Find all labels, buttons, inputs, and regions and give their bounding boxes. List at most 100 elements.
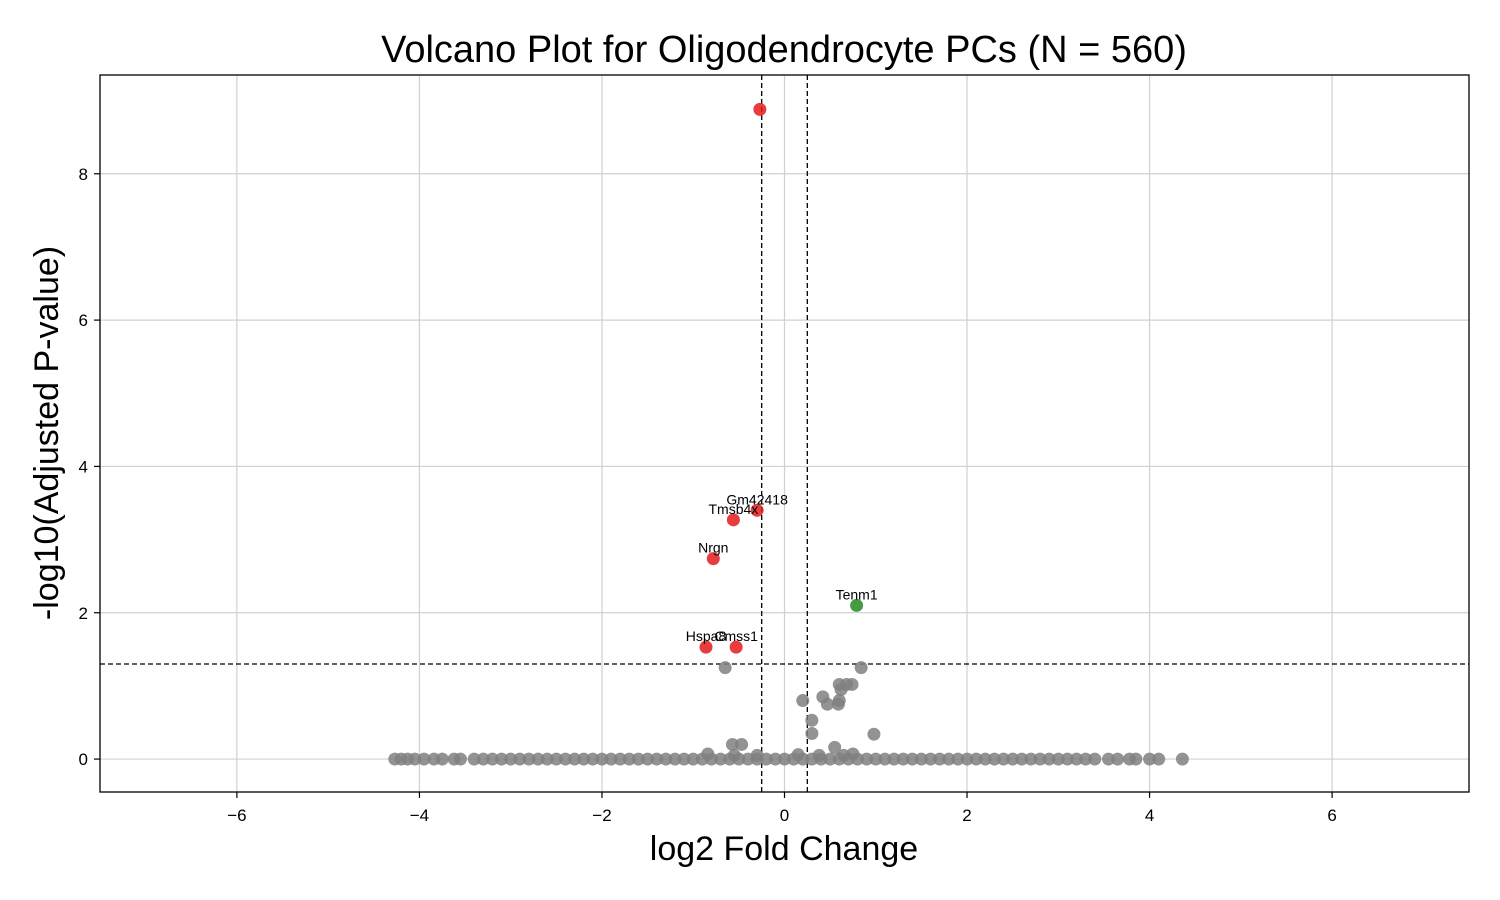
data-point (951, 752, 965, 766)
data-point (586, 752, 600, 766)
data-point (969, 752, 983, 766)
data-point (942, 752, 956, 766)
data-point (718, 661, 732, 675)
axis-ticks: −6 −4 −2 0 2 4 6 0 2 4 6 8 (79, 165, 1337, 825)
data-point (686, 752, 700, 766)
data-point (796, 752, 810, 766)
data-point (714, 752, 728, 766)
data-point (1143, 752, 1157, 766)
data-point (997, 752, 1011, 766)
data-point (1175, 752, 1189, 766)
data-point (595, 752, 609, 766)
data-point (841, 752, 855, 766)
data-point (732, 752, 746, 766)
y-axis-label: -log10(Adjusted P-value) (28, 246, 66, 620)
data-point (924, 752, 938, 766)
point-label: Tmsb4x (708, 501, 758, 517)
data-point (729, 640, 743, 654)
data-point (796, 694, 810, 708)
data-point (495, 752, 509, 766)
data-point (831, 697, 845, 711)
data-point (787, 752, 801, 766)
data-point (759, 752, 773, 766)
data-point (834, 683, 848, 697)
data-point (1024, 752, 1038, 766)
data-point (823, 752, 837, 766)
data-point (1033, 752, 1047, 766)
x-tick-label: 2 (962, 806, 971, 825)
data-point (851, 752, 865, 766)
y-tick-label: 6 (79, 311, 88, 330)
y-tick-label: 0 (79, 750, 88, 769)
data-point (723, 752, 737, 766)
data-point (887, 752, 901, 766)
data-point (631, 752, 645, 766)
x-tick-label: 4 (1145, 806, 1154, 825)
data-point (485, 752, 499, 766)
data-point (860, 752, 874, 766)
data-point (706, 552, 720, 566)
data-point (814, 752, 828, 766)
data-point (1006, 752, 1020, 766)
data-point (1015, 752, 1029, 766)
data-point (435, 752, 449, 766)
data-point (622, 752, 636, 766)
data-point (1129, 752, 1143, 766)
data-point (1152, 752, 1166, 766)
point-label: Nrgn (698, 540, 728, 556)
data-point (1070, 752, 1084, 766)
data-point (778, 752, 791, 766)
grid (100, 75, 1469, 792)
data-point (417, 752, 431, 766)
data-point (867, 727, 881, 741)
data-point (1079, 752, 1093, 766)
y-tick-label: 2 (79, 604, 88, 623)
point-label: Hspa8 (686, 628, 727, 644)
x-axis-label: log2 Fold Change (650, 830, 918, 868)
x-tick-label: −2 (592, 806, 611, 825)
point-label: Cmss1 (714, 628, 758, 644)
data-point (604, 752, 618, 766)
data-point (735, 737, 749, 751)
x-tick-label: 0 (780, 806, 789, 825)
data-point (828, 740, 842, 754)
data-point (704, 752, 718, 766)
data-point (1042, 752, 1056, 766)
data-point (805, 726, 819, 740)
data-point (504, 752, 518, 766)
data-point (914, 752, 928, 766)
data-point (820, 697, 834, 711)
data-point (699, 640, 713, 654)
data-point (1051, 752, 1065, 766)
data-point (476, 752, 490, 766)
data-point (641, 752, 655, 766)
x-tick-label: −4 (410, 806, 429, 825)
data-point (1088, 752, 1102, 766)
data-point (531, 752, 545, 766)
data-point (577, 752, 591, 766)
data-point (650, 752, 664, 766)
data-point (832, 752, 846, 766)
y-tick-label: 8 (79, 165, 88, 184)
data-point (1111, 752, 1125, 766)
data-point (741, 752, 755, 766)
x-tick-label: −6 (227, 806, 246, 825)
x-tick-label: 6 (1327, 806, 1336, 825)
data-point (753, 102, 767, 116)
data-point (549, 752, 563, 766)
chart-title: Volcano Plot for Oligodendrocyte PCs (N … (381, 29, 1187, 71)
data-point (522, 752, 536, 766)
data-point (1060, 752, 1074, 766)
data-point (454, 752, 468, 766)
data-point (850, 598, 864, 612)
data-point (726, 513, 740, 527)
data-point (750, 503, 764, 517)
data-point (677, 752, 691, 766)
threshold-lines (100, 75, 1469, 792)
data-point (659, 752, 673, 766)
data-point (878, 752, 892, 766)
data-point (854, 661, 868, 675)
